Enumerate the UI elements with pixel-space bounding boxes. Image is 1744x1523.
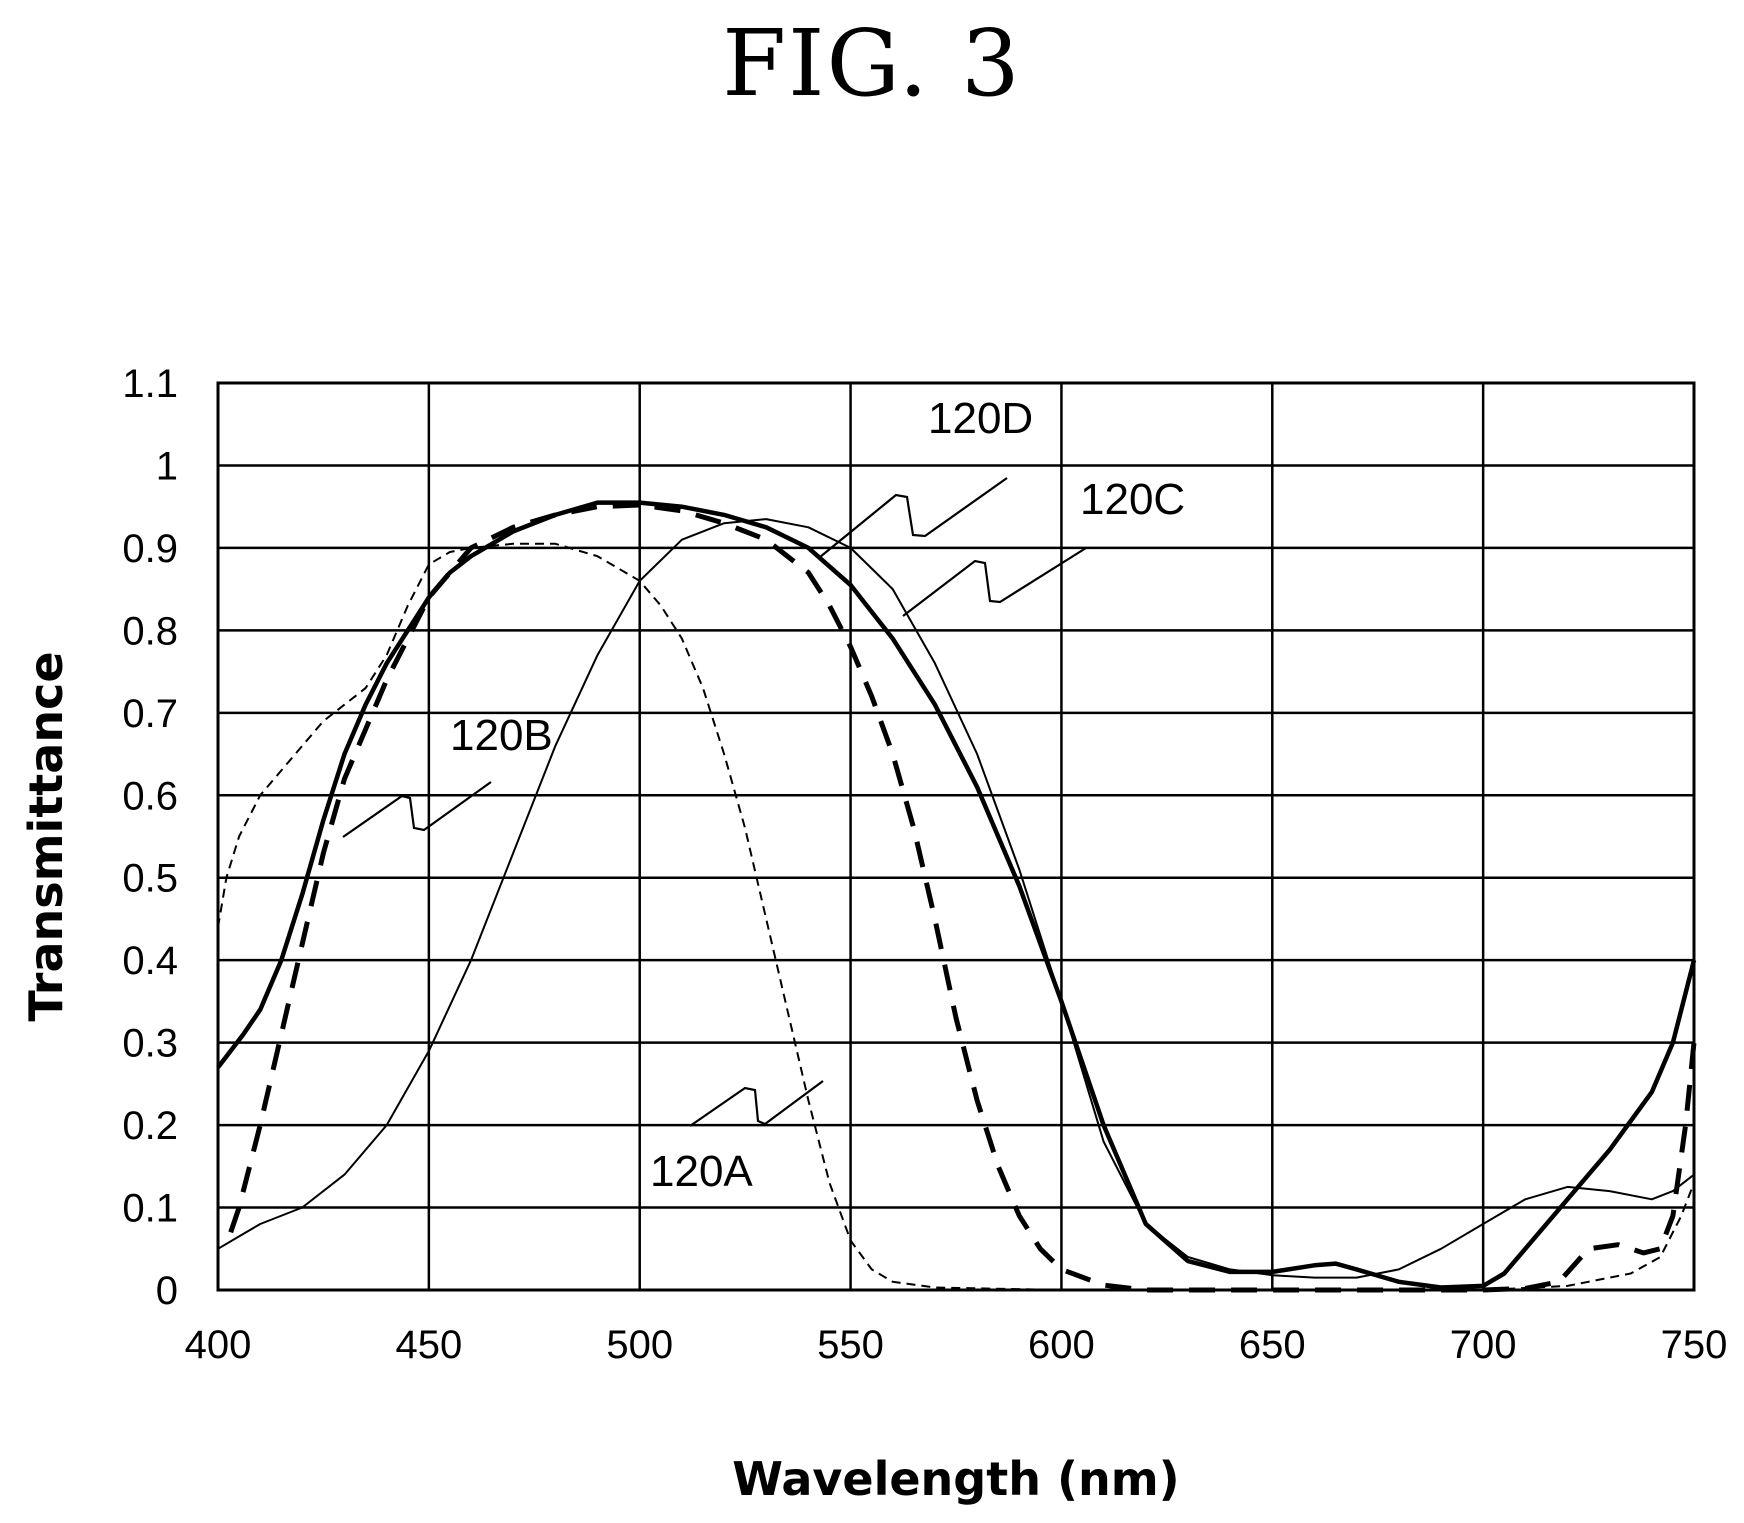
x-tick-label: 550	[817, 1323, 884, 1367]
x-tick-label: 700	[1450, 1323, 1517, 1367]
callout-leader-120a	[689, 1080, 824, 1127]
callout-leader-120b	[342, 781, 492, 838]
y-axis-label: Transmittance	[19, 651, 73, 1021]
x-tick-label: 600	[1028, 1323, 1095, 1367]
chart-grid	[216, 381, 1696, 1292]
y-tick-label: 0.6	[122, 774, 178, 818]
y-tick-label: 0.3	[122, 1022, 178, 1066]
callout-label-120d: 120D	[928, 394, 1033, 443]
y-tick-label: 1.1	[122, 362, 178, 406]
callout-label-120b: 120B	[450, 711, 553, 760]
x-tick-label: 750	[1661, 1323, 1728, 1367]
series-line-120c	[228, 502, 1697, 1293]
callout-label-120a: 120A	[650, 1147, 753, 1196]
y-tick-label: 0.7	[122, 692, 178, 736]
y-tick-label: 0.4	[122, 939, 178, 983]
y-tick-label: 0.2	[122, 1104, 178, 1148]
series-line-120b	[216, 500, 1697, 1290]
x-axis-label: Wavelength (nm)	[732, 1452, 1179, 1506]
chart-series	[216, 500, 1697, 1293]
x-tick-label: 450	[395, 1323, 462, 1367]
chart-ticks: 400 450 500 550 600 650 700 750 0 0.1 0.2 0.3 0.4 0.5…	[122, 362, 1727, 1367]
x-tick-label: 500	[606, 1323, 673, 1367]
y-tick-label: 0.5	[122, 857, 178, 901]
callout-leader-120d	[819, 477, 1008, 558]
y-tick-label: 0.9	[122, 527, 178, 571]
y-tick-label: 1	[156, 444, 178, 488]
x-tick-label: 400	[185, 1323, 252, 1367]
callout-label-120c: 120C	[1080, 475, 1185, 524]
y-tick-label: 0	[156, 1269, 178, 1313]
y-tick-label: 0.1	[122, 1187, 178, 1231]
series-line-120a	[217, 542, 1695, 1291]
y-tick-label: 0.8	[122, 609, 178, 653]
plot-frame	[216, 381, 1696, 1292]
series-line-120d	[217, 518, 1695, 1279]
chart-callouts: 120A 120B 120C 120D	[342, 394, 1185, 1196]
callout-leader-120c	[902, 547, 1087, 617]
figure-title: FIG. 3	[722, 10, 1022, 117]
x-tick-label: 650	[1239, 1323, 1306, 1367]
